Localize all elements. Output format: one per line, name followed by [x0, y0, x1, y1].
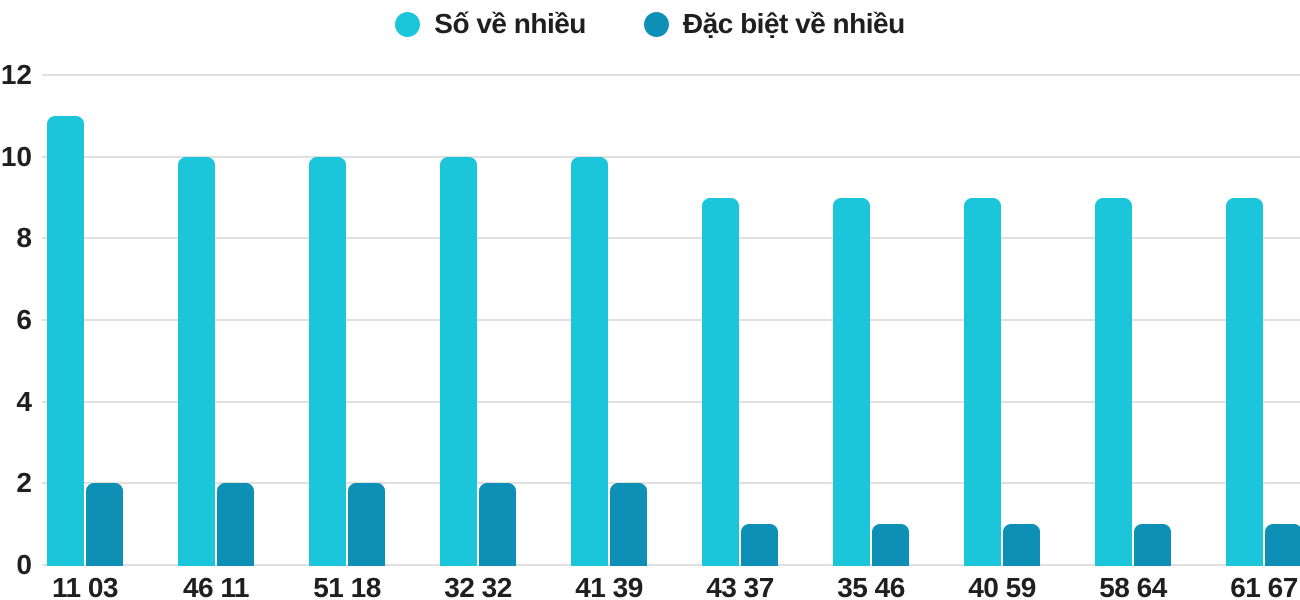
- bar-so-ve-nhieu[interactable]: [833, 197, 870, 566]
- gridline: [42, 74, 1300, 76]
- legend-label: Đặc biệt về nhiều: [682, 8, 905, 39]
- x-axis-category-label: 61 67: [1230, 572, 1298, 600]
- x-axis-category-label: 51 18: [313, 572, 381, 600]
- chart-legend: Số về nhiều Đặc biệt về nhiều: [0, 8, 1300, 40]
- bar-ac-biet-ve-nhieu[interactable]: [741, 524, 778, 566]
- bar-ac-biet-ve-nhieu[interactable]: [610, 483, 647, 566]
- gridline: [42, 237, 1300, 240]
- y-axis-tick-label: 2: [16, 467, 32, 499]
- legend-item-dac-biet-ve-nhieu[interactable]: Đặc biệt về nhiều: [643, 8, 905, 40]
- bar-ac-biet-ve-nhieu[interactable]: [348, 483, 385, 566]
- y-axis-tick-label: 12: [0, 59, 32, 90]
- gridline: [42, 482, 1300, 485]
- bar-ac-biet-ve-nhieu[interactable]: [479, 483, 516, 566]
- gridline: [42, 400, 1300, 403]
- x-axis-category-label: 43 37: [706, 572, 774, 600]
- bar-so-ve-nhieu[interactable]: [47, 115, 84, 566]
- bar-so-ve-nhieu[interactable]: [1095, 197, 1132, 566]
- x-axis-category-label: 41 39: [575, 572, 643, 600]
- bar-ac-biet-ve-nhieu[interactable]: [1265, 524, 1300, 566]
- y-axis-tick-label: 0: [16, 549, 32, 580]
- gridline: [42, 155, 1300, 158]
- y-axis-tick-label: 4: [16, 385, 32, 417]
- bar-ac-biet-ve-nhieu[interactable]: [1003, 524, 1040, 566]
- x-axis-category-label: 40 59: [968, 572, 1036, 600]
- legend-swatch-icon: [395, 11, 421, 37]
- y-axis-tick-label: 6: [16, 304, 32, 335]
- x-axis-category-label: 58 64: [1099, 572, 1167, 600]
- bar-so-ve-nhieu[interactable]: [702, 197, 739, 566]
- gridline: [42, 319, 1300, 321]
- x-axis-category-label: 32 32: [444, 572, 512, 600]
- x-axis-category-label: 46 11: [182, 572, 250, 600]
- bar-so-ve-nhieu[interactable]: [571, 156, 608, 566]
- bar-so-ve-nhieu[interactable]: [964, 197, 1001, 566]
- legend-swatch-icon: [643, 11, 669, 37]
- y-axis-tick-label: 8: [16, 222, 32, 254]
- legend-item-so-ve-nhieu[interactable]: Số về nhiều: [395, 8, 586, 40]
- legend-label: Số về nhiều: [434, 8, 586, 39]
- bar-ac-biet-ve-nhieu[interactable]: [86, 483, 123, 566]
- bar-so-ve-nhieu[interactable]: [178, 156, 215, 566]
- bar-ac-biet-ve-nhieu[interactable]: [217, 483, 254, 566]
- bar-so-ve-nhieu[interactable]: [1226, 197, 1263, 566]
- y-axis-tick-label: 10: [0, 140, 32, 172]
- bar-so-ve-nhieu[interactable]: [309, 156, 346, 566]
- x-axis-category-label: 35 46: [837, 572, 905, 600]
- bar-ac-biet-ve-nhieu[interactable]: [1134, 524, 1171, 566]
- x-axis-category-label: 11 03: [51, 572, 119, 600]
- gridline: [42, 564, 1300, 566]
- bar-so-ve-nhieu[interactable]: [440, 156, 477, 566]
- bar-ac-biet-ve-nhieu[interactable]: [872, 524, 909, 566]
